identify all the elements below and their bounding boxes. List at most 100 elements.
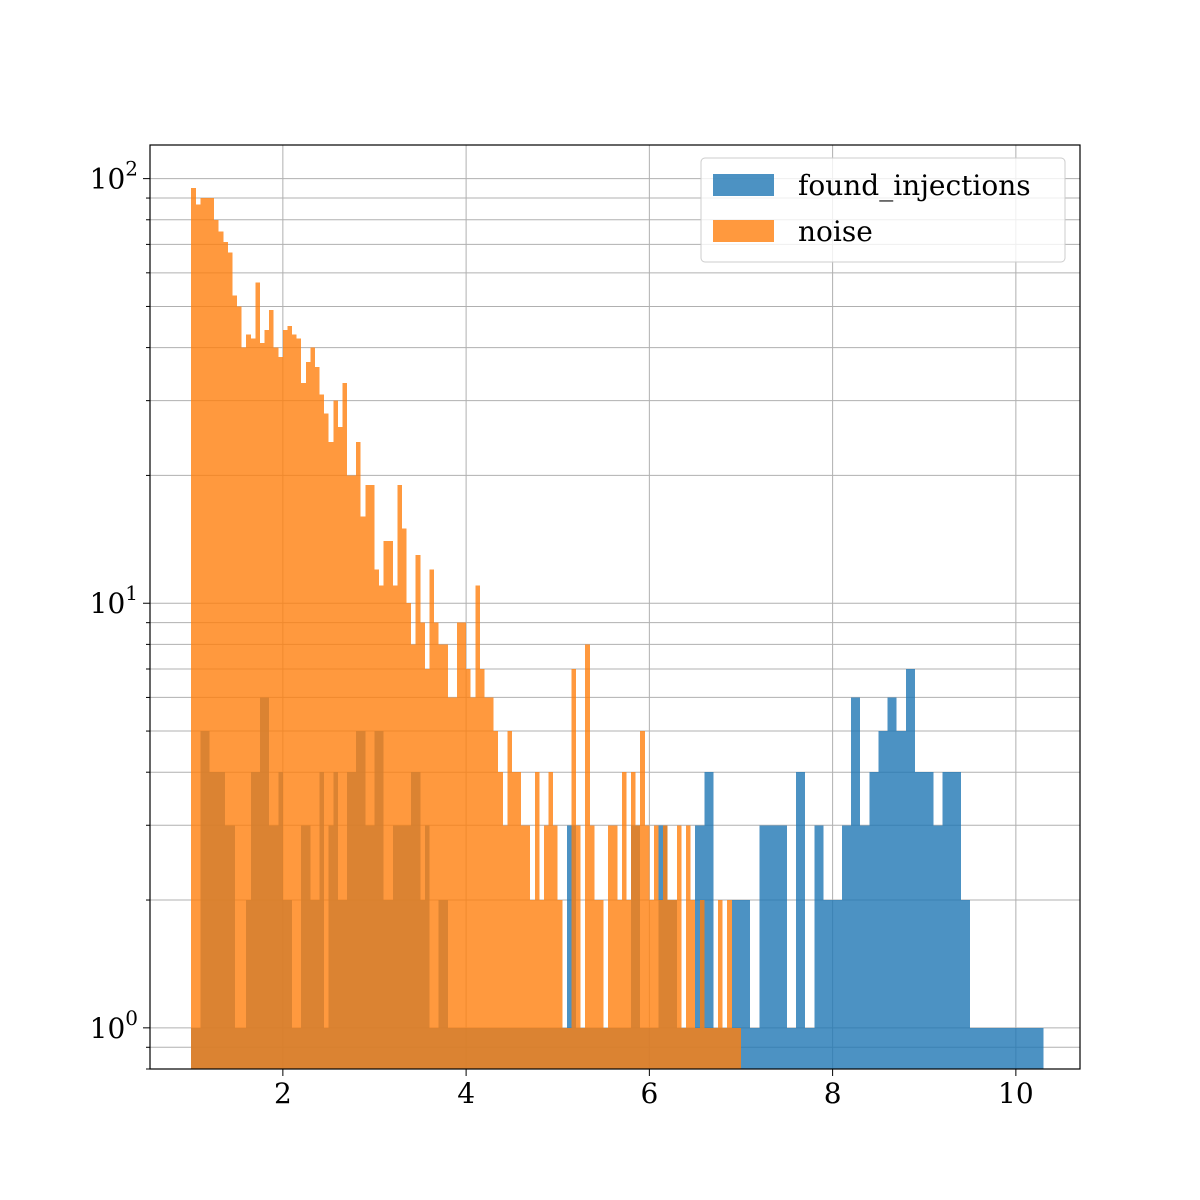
- histogram-bar: [681, 1027, 687, 1069]
- histogram-bar: [731, 1027, 737, 1069]
- histogram-bar: [383, 541, 389, 1069]
- x-tick-label: 6: [640, 1077, 658, 1110]
- histogram-bar: [704, 772, 714, 1069]
- histogram-bar: [452, 697, 457, 1069]
- histogram-bar: [786, 1027, 796, 1069]
- histogram-bar: [699, 900, 705, 1069]
- histogram-bar: [690, 900, 696, 1069]
- histogram-bar: [589, 825, 595, 1069]
- histogram-bar: [420, 622, 425, 1069]
- histogram-bar: [553, 825, 558, 1069]
- y-tick-label: 102: [90, 157, 138, 196]
- histogram-bar: [507, 731, 512, 1069]
- histogram-bar: [516, 772, 522, 1069]
- histogram-bar: [250, 338, 256, 1069]
- histogram-bar: [667, 900, 673, 1069]
- histogram-bar: [878, 731, 888, 1069]
- histogram-bar: [415, 554, 421, 1069]
- histogram-bar: [191, 188, 196, 1069]
- histogram-bar: [850, 697, 861, 1069]
- histogram-bar: [653, 825, 659, 1069]
- histogram-bar: [695, 1027, 700, 1069]
- histogram-bar: [543, 825, 549, 1069]
- histogram-bar: [942, 772, 952, 1069]
- histogram-bar: [489, 697, 494, 1069]
- histogram-bar: [493, 731, 499, 1069]
- plot-frame: [149, 144, 1081, 1070]
- histogram-bar: [337, 427, 343, 1069]
- histogram-bar: [658, 900, 664, 1069]
- histogram-bar: [255, 282, 260, 1069]
- histogram-bar: [374, 569, 380, 1069]
- histogram-bar: [997, 1027, 1007, 1069]
- histogram-bar: [406, 603, 412, 1069]
- histogram-bar: [1025, 1027, 1035, 1069]
- axis-ticks: 2 4 6 8 10 100 101 102: [90, 157, 1034, 1110]
- histogram-bar: [951, 772, 961, 1069]
- histogram-bar: [438, 644, 444, 1069]
- histogram-bar: [227, 252, 233, 1070]
- histogram-bar: [915, 772, 925, 1069]
- legend-label: noise: [798, 215, 873, 248]
- histogram-bar: [823, 900, 833, 1069]
- legend-swatch: [713, 174, 774, 196]
- histogram-bar: [644, 825, 650, 1069]
- histogram-bar: [571, 669, 577, 1069]
- histogram-bar: [246, 334, 251, 1070]
- x-tick-label: 4: [457, 1077, 475, 1110]
- histogram-bar: [924, 772, 934, 1069]
- histogram-bar: [598, 900, 604, 1069]
- histogram-bar: [342, 383, 347, 1069]
- histogram-bar: [740, 900, 751, 1069]
- histogram-bar: [356, 441, 361, 1069]
- histogram-bar: [296, 338, 302, 1069]
- histogram-bar: [979, 1027, 989, 1069]
- histogram-bar: [603, 1027, 609, 1069]
- histogram-bar: [237, 306, 242, 1069]
- histogram-bar: [461, 622, 467, 1069]
- histogram-bar: [960, 900, 971, 1069]
- x-tick-label: 8: [824, 1077, 842, 1110]
- histogram-bar: [360, 516, 366, 1069]
- series-noise: [191, 188, 741, 1070]
- histogram-bar: [704, 1027, 709, 1069]
- histogram-bar: [223, 241, 228, 1070]
- histogram-bar: [200, 198, 205, 1070]
- histogram-bar: [319, 394, 325, 1069]
- histogram-bar: [718, 900, 723, 1069]
- histogram-bar: [521, 825, 526, 1069]
- histogram-bar: [640, 731, 645, 1069]
- histogram-bar: [214, 219, 219, 1070]
- histogram-bar: [392, 585, 398, 1069]
- histogram-bar: [456, 622, 462, 1069]
- histogram-bar: [379, 585, 384, 1069]
- histogram-bar: [218, 231, 224, 1070]
- legend-label: found_injections: [798, 169, 1031, 202]
- histogram-bar: [887, 697, 897, 1069]
- histogram-bar: [314, 367, 320, 1069]
- histogram-bar: [626, 900, 632, 1069]
- histogram-bar: [511, 772, 517, 1069]
- histogram-bar: [608, 825, 613, 1069]
- histogram-bar: [470, 697, 476, 1069]
- histogram-bar: [534, 772, 540, 1069]
- histogram-bar: [411, 644, 416, 1069]
- histogram-bar: [232, 295, 238, 1069]
- histogram-bar: [736, 1027, 741, 1069]
- histogram-bar: [479, 669, 485, 1069]
- histogram-bar: [562, 1027, 567, 1069]
- histogram-bar: [1006, 1027, 1016, 1069]
- histogram-bar: [351, 475, 357, 1070]
- histogram-bar: [970, 1027, 980, 1069]
- histogram-bar: [434, 622, 439, 1069]
- histogram-bar: [1015, 1027, 1026, 1069]
- histogram-bar: [750, 1027, 760, 1069]
- histogram-bar: [498, 772, 503, 1069]
- histogram-bar: [324, 413, 329, 1070]
- histogram-bar: [649, 900, 654, 1069]
- histogram-bar: [585, 644, 590, 1069]
- y-tick-label: 101: [90, 581, 138, 620]
- histogram-bar: [557, 900, 563, 1069]
